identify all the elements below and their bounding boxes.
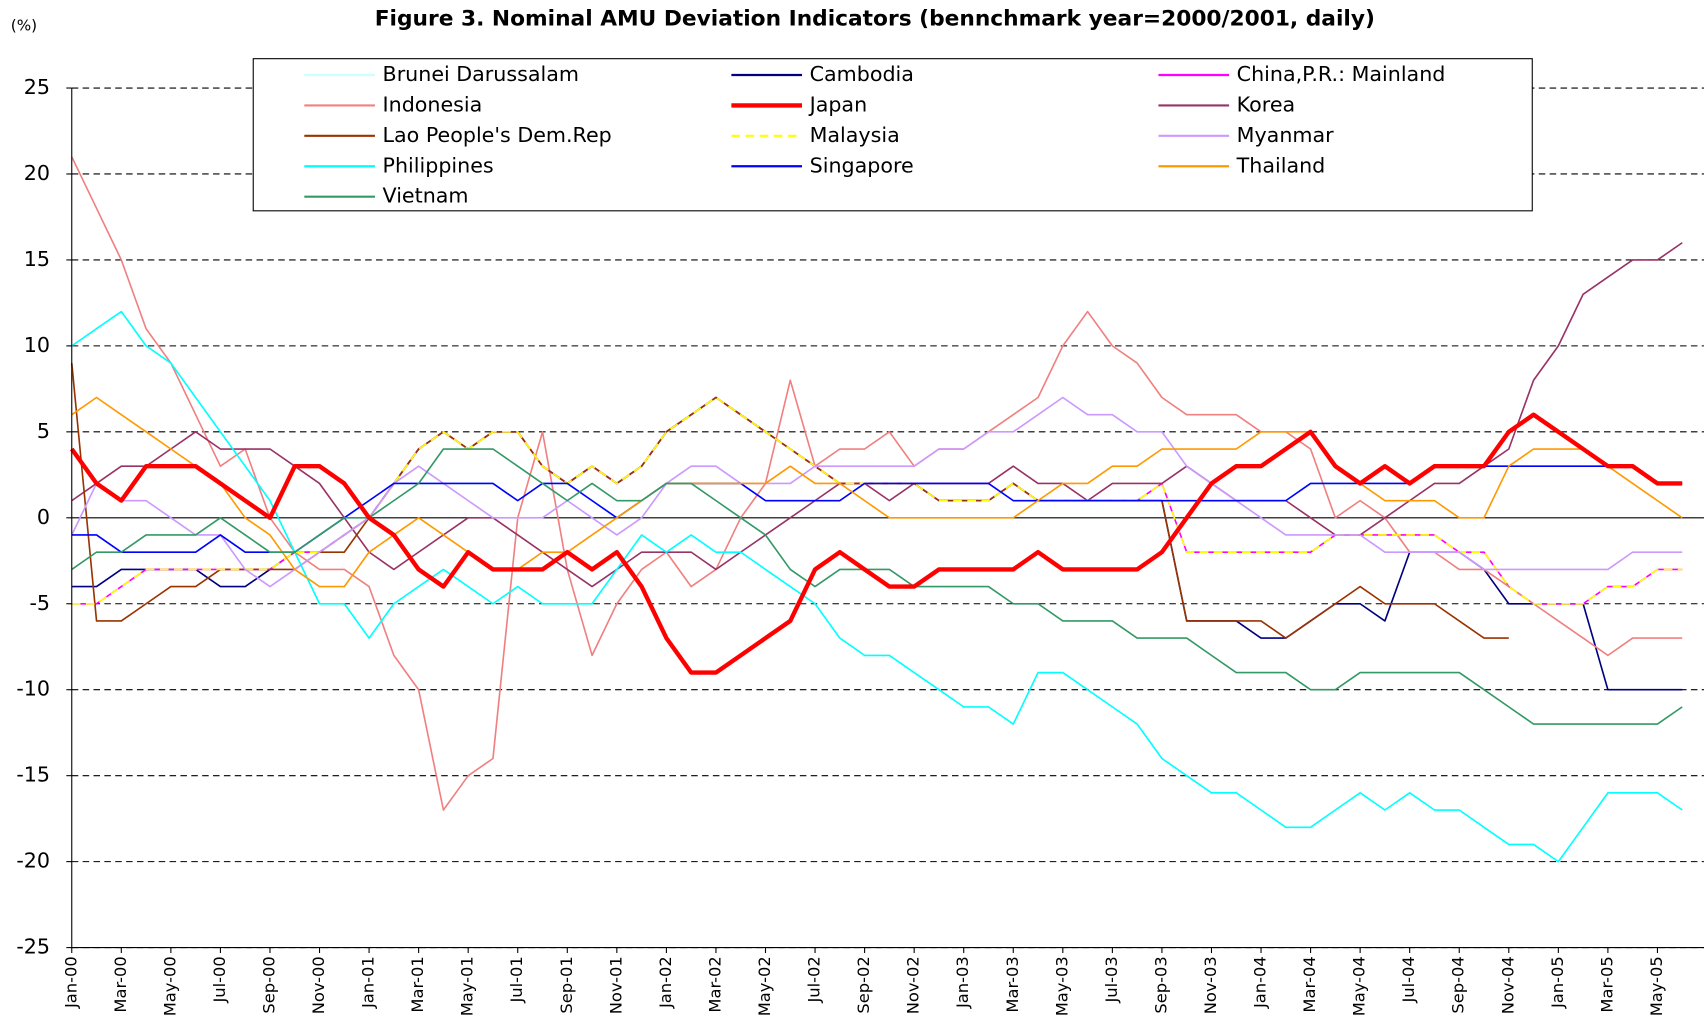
x-tick-label: Nov-00 [309, 956, 328, 1014]
x-tick-label: May-03 [1052, 956, 1071, 1016]
x-tick-label: Jan-04 [1251, 956, 1270, 1009]
y-tick-label: -10 [16, 677, 50, 701]
y-tick-label: -15 [16, 763, 50, 787]
x-tick-label: Sep-03 [1151, 956, 1170, 1013]
x-tick-label: May-00 [160, 956, 179, 1016]
legend-label: Philippines [383, 153, 494, 177]
x-tick-label: Jan-00 [61, 956, 80, 1009]
legend-label: Indonesia [383, 92, 483, 116]
legend-label: Vietnam [383, 184, 469, 208]
legend-label: Lao People's Dem.Rep [383, 123, 612, 147]
x-tick-label: Mar-03 [1003, 956, 1022, 1012]
series-line [71, 396, 1683, 605]
legend-box [252, 58, 1533, 212]
x-tick-label: Jul-02 [805, 956, 824, 1003]
x-tick-label: Mar-05 [1597, 956, 1616, 1012]
x-tick-label: Mar-02 [705, 956, 724, 1012]
x-tick-label: Sep-00 [259, 956, 278, 1013]
series-line [71, 242, 1683, 588]
y-tick-label: -25 [16, 935, 50, 959]
y-tick-label: 0 [37, 505, 50, 529]
x-tick-label: Nov-01 [606, 956, 625, 1014]
x-tick-label: Nov-04 [1498, 956, 1517, 1014]
series-line [71, 396, 1683, 588]
y-tick-label: 25 [24, 75, 50, 99]
legend-label: Thailand [1236, 153, 1326, 177]
series-line [71, 310, 1683, 863]
x-tick-label: Jul-04 [1399, 956, 1418, 1003]
y-tick-label: -5 [29, 591, 50, 615]
legend: Brunei Darussalam Cambodia China,P.R.: Mai… [252, 58, 1533, 212]
series-line [71, 396, 1683, 588]
legend-label: Singapore [810, 153, 914, 177]
y-axis-label: (%) [11, 17, 37, 35]
x-tick-label: Sep-04 [1449, 956, 1468, 1013]
x-tick-label: May-04 [1350, 956, 1369, 1016]
series-line [71, 396, 1683, 605]
legend-label: Cambodia [810, 62, 914, 86]
x-tick-label: Nov-03 [1201, 956, 1220, 1014]
legend-label: Korea [1237, 92, 1295, 116]
x-tick-label: May-02 [755, 956, 774, 1016]
x-tick-label: Jan-01 [359, 956, 378, 1009]
y-tick-label: -20 [16, 849, 50, 873]
legend-label: Malaysia [810, 123, 900, 147]
x-tick-label: Jan-02 [656, 956, 675, 1009]
series-line [71, 448, 1683, 725]
x-tick-label: Mar-01 [408, 956, 427, 1012]
x-tick-label: Mar-00 [111, 956, 130, 1012]
legend-label: Japan [808, 92, 868, 116]
chart-title: Figure 3. Nominal AMU Deviation Indicato… [375, 7, 1375, 32]
x-tick-label: Jul-01 [507, 956, 526, 1003]
y-tick-label: 10 [24, 333, 50, 357]
x-tick-label: Jul-03 [1102, 956, 1121, 1003]
legend-label: China,P.R.: Mainland [1237, 62, 1446, 86]
x-tick-label: Sep-02 [854, 956, 873, 1013]
x-tick-label: Sep-01 [557, 956, 576, 1013]
x-tick-label: Jan-03 [953, 956, 972, 1009]
y-tick-label: 15 [24, 247, 50, 271]
y-tick-label: 5 [37, 419, 50, 443]
x-tick-label: May-01 [458, 956, 477, 1016]
x-tick-label: Nov-02 [904, 956, 923, 1014]
lines [69, 156, 1683, 863]
legend-label: Myanmar [1237, 123, 1334, 147]
x-tick-label: Jan-05 [1548, 956, 1567, 1009]
legend-label: Brunei Darussalam [383, 62, 579, 86]
x-tick-label: Mar-04 [1300, 956, 1319, 1012]
x-tick-label: Jul-00 [210, 956, 229, 1003]
series-line [69, 412, 1683, 675]
x-tick-label: May-05 [1647, 956, 1666, 1016]
y-tick-label: 20 [24, 161, 50, 185]
